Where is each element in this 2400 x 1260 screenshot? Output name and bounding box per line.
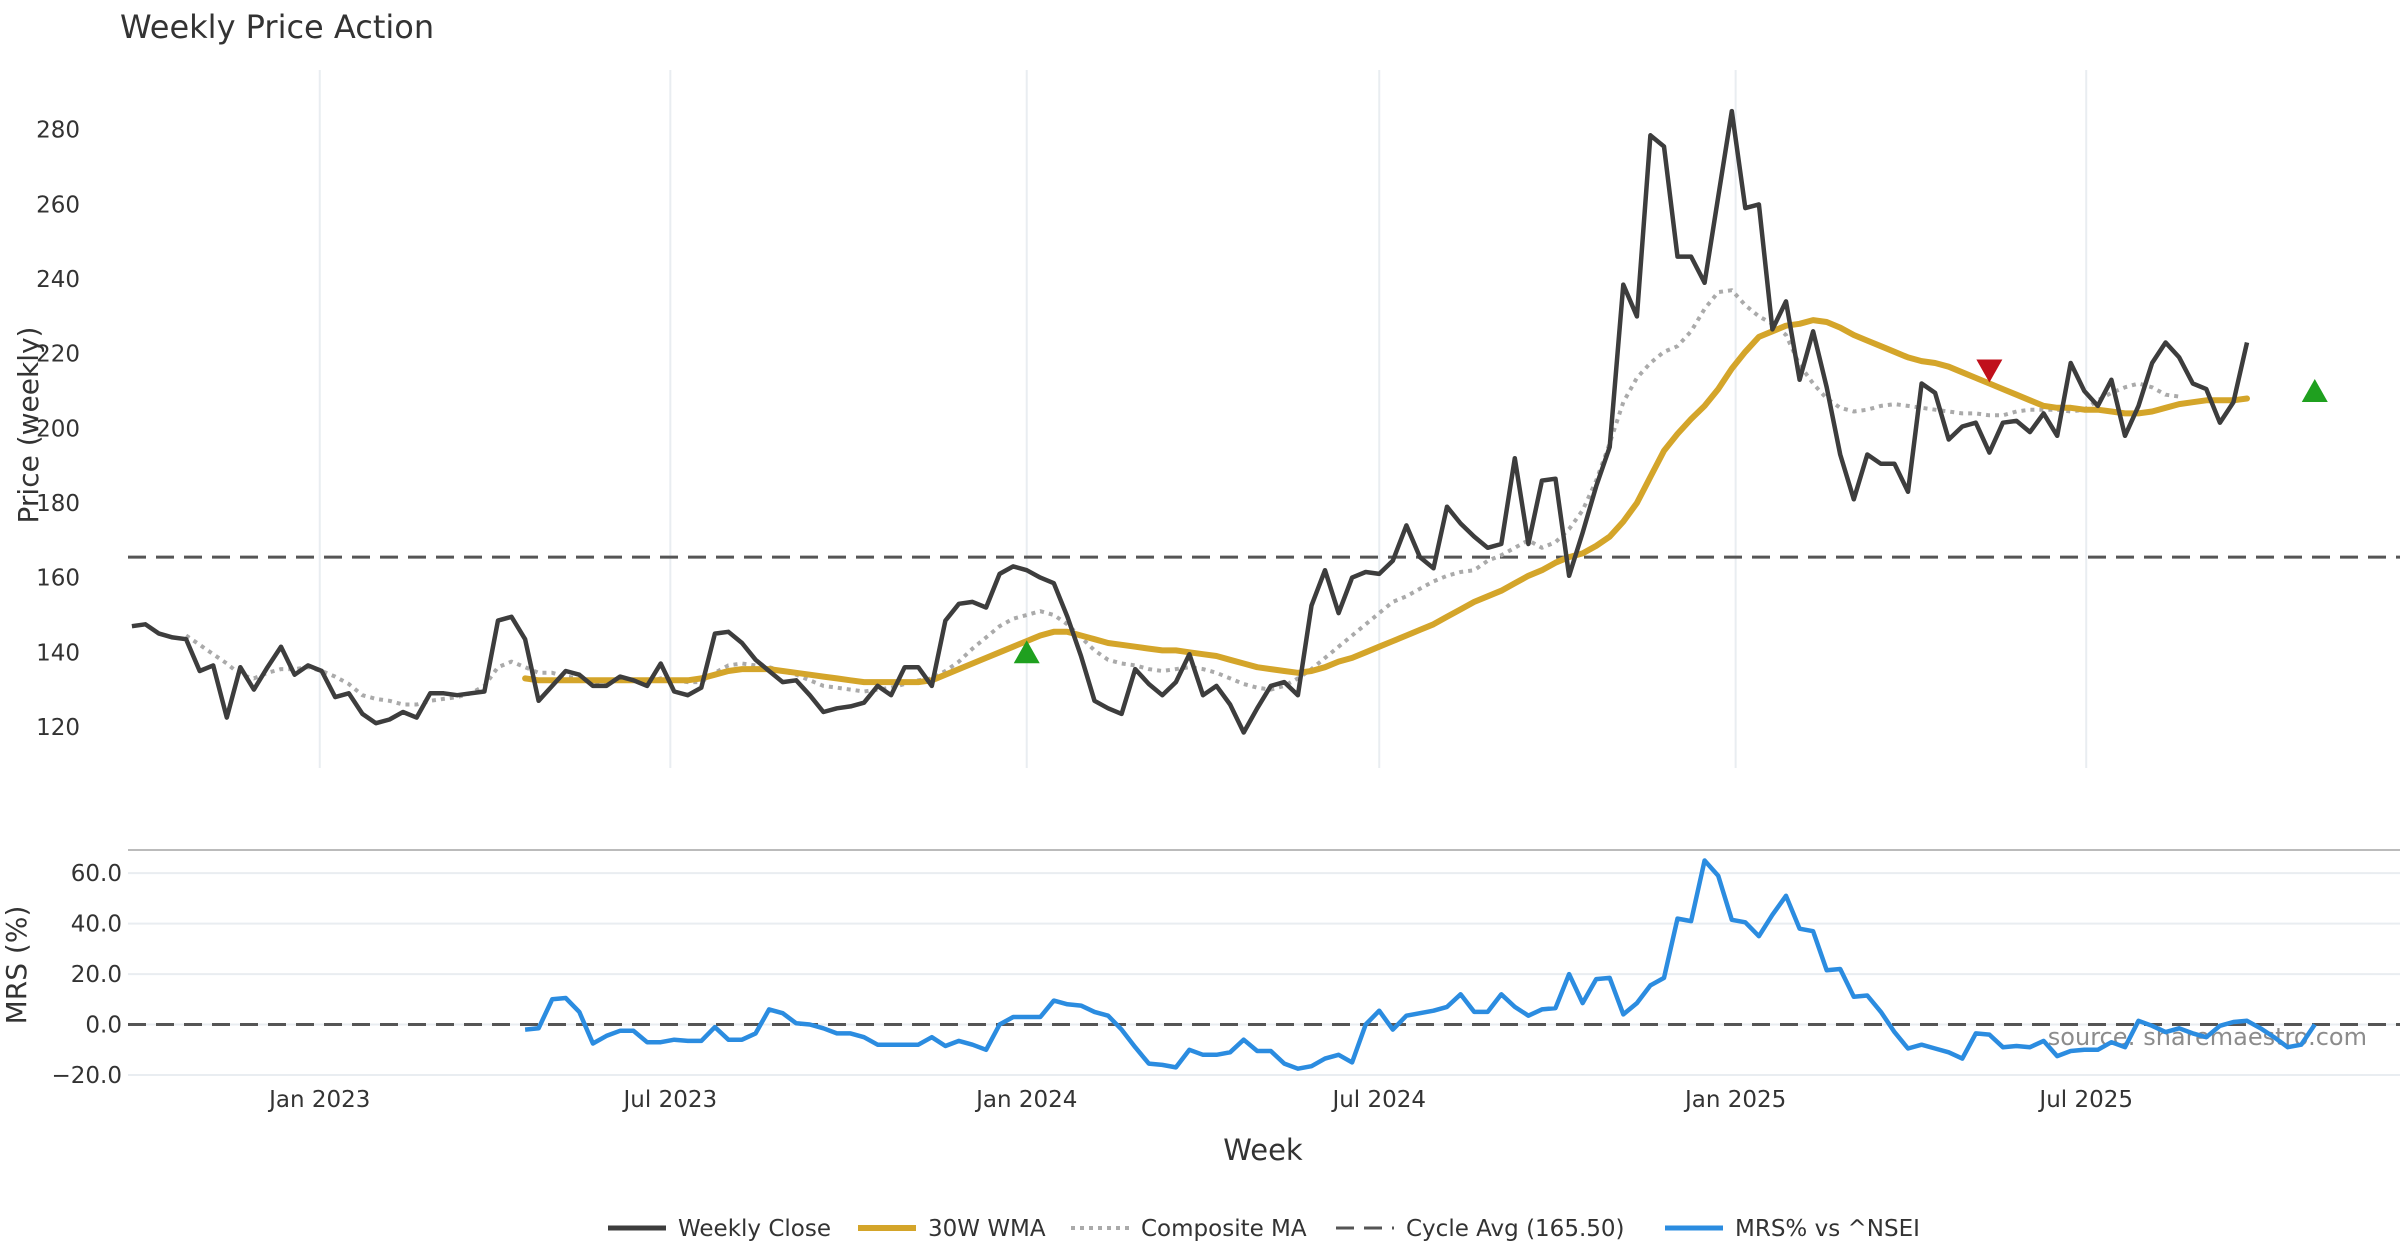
legend-composite-ma-label: Composite MA xyxy=(1141,1216,1307,1242)
price-y-tick-label: 160 xyxy=(36,566,80,592)
mrs-line xyxy=(524,858,2317,1071)
x-axis-label: Week xyxy=(1223,1133,1303,1167)
x-tick-label: Jan 2023 xyxy=(267,1087,370,1113)
mrs-y-tick-label: 0.0 xyxy=(85,1013,122,1039)
price-y-tick-label: 260 xyxy=(36,192,80,218)
x-ticks: Jan 2023 Jul 2023 Jan 2024 Jul 2024 Jan 2025… xyxy=(267,1087,2133,1113)
composite-ma-line xyxy=(184,288,2180,707)
price-series xyxy=(128,108,2400,735)
x-tick-label: Jan 2025 xyxy=(1683,1087,1786,1113)
price-y-axis-label: Price (weekly) xyxy=(12,327,45,524)
mrs-y-ticks: −20.0 0.0 20.0 40.0 60.0 xyxy=(52,861,122,1089)
wma-30w-line xyxy=(522,317,2250,686)
price-y-tick-label: 240 xyxy=(36,267,80,293)
weekly-close-line xyxy=(131,108,2250,735)
chart-title: Weekly Price Action xyxy=(120,8,434,46)
buy-signal-marker xyxy=(2301,379,2328,403)
legend-cycle-avg-label: Cycle Avg (165.50) xyxy=(1406,1216,1625,1242)
mrs-y-tick-label: 60.0 xyxy=(71,861,122,887)
price-y-ticks: 120 140 160 180 200 220 240 260 280 xyxy=(36,118,80,741)
price-y-tick-label: 180 xyxy=(36,491,80,517)
x-tick-label: Jul 2025 xyxy=(2037,1087,2133,1113)
mrs-y-tick-label: 40.0 xyxy=(71,912,122,938)
sell-signal-marker xyxy=(1976,359,2003,383)
legend-30w-wma-label: 30W WMA xyxy=(928,1216,1046,1242)
price-y-tick-label: 120 xyxy=(36,715,80,741)
mrs-y-axis-label: MRS (%) xyxy=(0,906,33,1025)
x-tick-label: Jul 2023 xyxy=(622,1087,718,1113)
price-grid xyxy=(318,70,2088,768)
mrs-y-tick-label: −20.0 xyxy=(52,1063,122,1089)
legend: Weekly Close 30W WMA Composite MA Cycle Avg… xyxy=(608,1216,1920,1242)
buy-signal-marker xyxy=(1013,640,1040,664)
legend-mrs-label: MRS% vs ^NSEI xyxy=(1735,1216,1920,1242)
price-y-tick-label: 200 xyxy=(36,416,80,442)
x-tick-label: Jul 2024 xyxy=(1330,1087,1426,1113)
signals xyxy=(1013,359,2328,664)
price-y-tick-label: 140 xyxy=(36,640,80,666)
mrs-series xyxy=(128,858,2400,1071)
price-y-tick-label: 280 xyxy=(36,118,80,144)
x-tick-label: Jan 2024 xyxy=(974,1087,1077,1113)
price-y-tick-label: 220 xyxy=(36,342,80,368)
mrs-y-tick-label: 20.0 xyxy=(71,962,122,988)
legend-weekly-close-label: Weekly Close xyxy=(678,1216,831,1242)
